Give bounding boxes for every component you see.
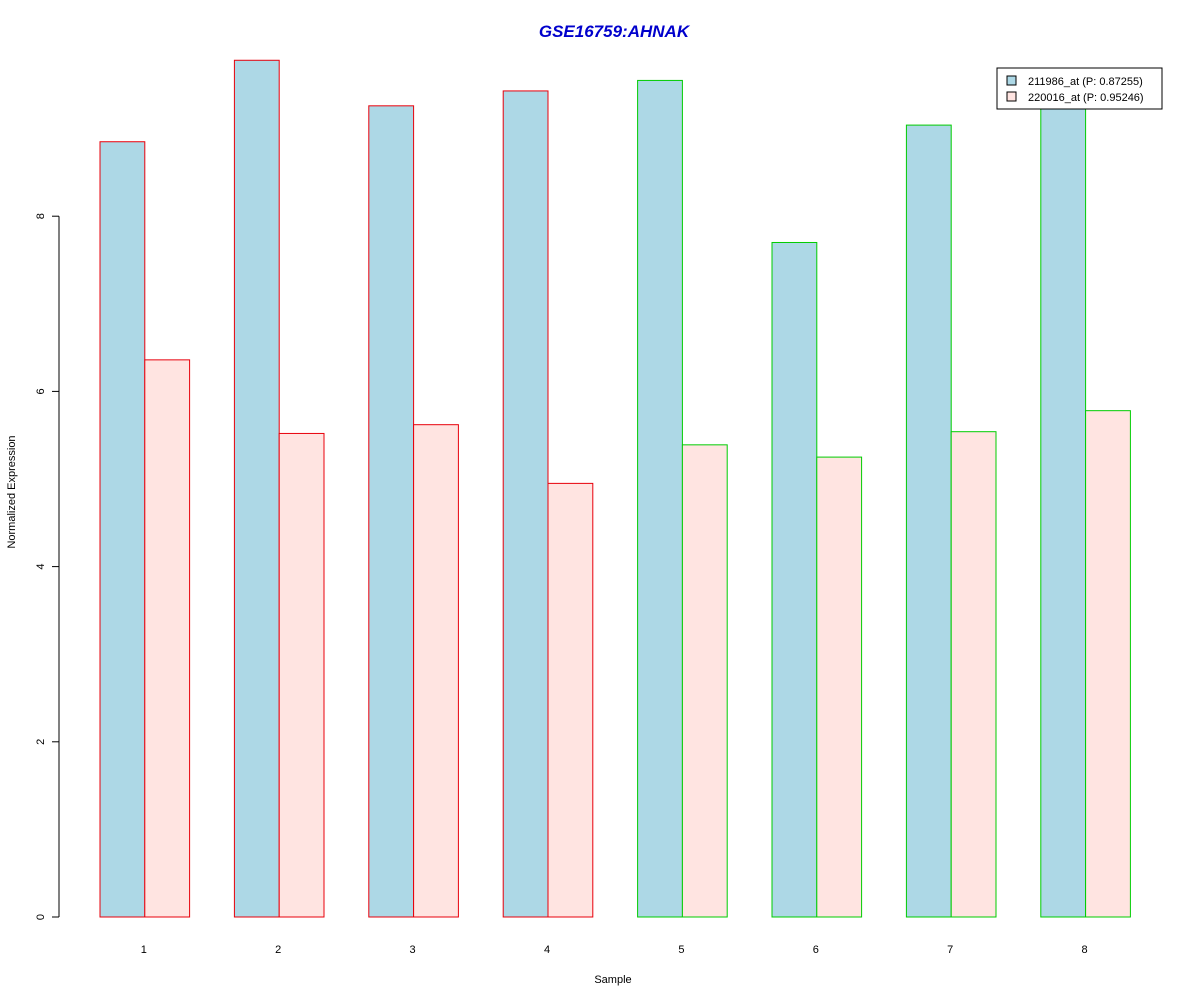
legend-swatch bbox=[1006, 75, 1017, 86]
legend-swatch bbox=[1006, 91, 1017, 102]
x-tick-label: 5 bbox=[678, 944, 684, 956]
bar-sample-6-series-2 bbox=[816, 456, 863, 918]
y-tick-label: 2 bbox=[35, 739, 47, 745]
legend-box bbox=[996, 67, 1163, 110]
x-tick-label: 3 bbox=[410, 944, 416, 956]
bar-sample-8-series-2 bbox=[1085, 410, 1131, 918]
bar-sample-7-series-2 bbox=[950, 431, 997, 918]
x-tick-label: 7 bbox=[947, 944, 953, 956]
x-axis: 1 2 3 4 5 6 7 8 bbox=[141, 944, 1088, 956]
bars-group bbox=[99, 59, 1131, 918]
bar-sample-2-series-2 bbox=[278, 432, 325, 918]
bar-sample-7-series-1 bbox=[905, 124, 952, 918]
y-tick-label: 6 bbox=[35, 388, 47, 394]
y-tick-label: 4 bbox=[35, 564, 47, 570]
x-tick-label: 1 bbox=[141, 944, 147, 956]
bar-sample-5-series-2 bbox=[681, 444, 728, 918]
legend: 211986_at (P: 0.87255) 220016_at (P: 0.95… bbox=[996, 67, 1163, 110]
x-axis-label: Sample bbox=[594, 974, 631, 986]
x-tick-label: 2 bbox=[275, 944, 281, 956]
bar-sample-6-series-1 bbox=[771, 241, 818, 918]
bar-sample-1-series-2 bbox=[144, 359, 191, 918]
y-axis-label: Normalized Expression bbox=[6, 435, 18, 548]
legend-label: 211986_at (P: 0.87255) bbox=[1028, 76, 1143, 88]
x-tick-label: 4 bbox=[544, 944, 550, 956]
x-tick-label: 8 bbox=[1082, 944, 1088, 956]
bar-sample-4-series-2 bbox=[547, 482, 594, 918]
y-tick-label: 8 bbox=[35, 213, 47, 219]
bar-sample-1-series-1 bbox=[99, 141, 146, 918]
y-tick-label: 0 bbox=[35, 914, 47, 920]
bar-sample-8-series-1 bbox=[1040, 105, 1087, 918]
legend-label: 220016_at (P: 0.95246) bbox=[1028, 92, 1144, 104]
bar-sample-3-series-1 bbox=[368, 105, 415, 918]
bar-sample-2-series-1 bbox=[233, 59, 280, 918]
bar-sample-5-series-1 bbox=[637, 79, 683, 918]
x-tick-label: 6 bbox=[813, 944, 819, 956]
bar-sample-3-series-2 bbox=[413, 424, 459, 918]
bar-sample-4-series-1 bbox=[502, 90, 549, 918]
y-axis: 0 2 4 6 8 bbox=[35, 213, 60, 920]
chart-title: GSE16759:AHNAK bbox=[539, 22, 691, 41]
